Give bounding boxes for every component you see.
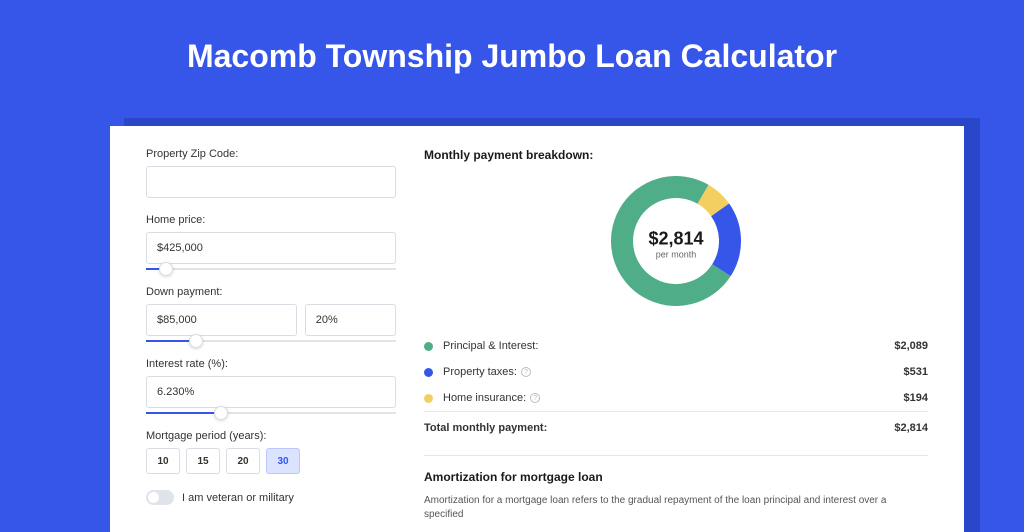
price-slider-thumb[interactable] — [159, 262, 173, 276]
rate-input[interactable] — [146, 376, 396, 408]
veteran-row: I am veteran or military — [146, 490, 396, 505]
donut-amount: $2,814 — [648, 228, 703, 249]
donut-chart: $2,814 per month — [424, 176, 928, 311]
rate-slider-thumb[interactable] — [214, 406, 228, 420]
down-field: Down payment: — [146, 286, 396, 342]
legend-total-value: $2,814 — [894, 422, 928, 434]
legend-value: $531 — [904, 366, 928, 378]
period-btn-10[interactable]: 10 — [146, 448, 180, 474]
legend: Principal & Interest:$2,089Property taxe… — [424, 333, 928, 441]
down-label: Down payment: — [146, 286, 396, 298]
legend-value: $194 — [904, 392, 928, 404]
rate-slider[interactable] — [146, 412, 396, 414]
veteran-toggle[interactable] — [146, 490, 174, 505]
legend-label: Principal & Interest: — [443, 340, 894, 352]
legend-label: Home insurance:? — [443, 392, 904, 404]
legend-value: $2,089 — [894, 340, 928, 352]
period-btn-20[interactable]: 20 — [226, 448, 260, 474]
period-options: 10152030 — [146, 448, 396, 474]
calculator-card: Property Zip Code: Home price: Down paym… — [110, 126, 964, 532]
period-btn-30[interactable]: 30 — [266, 448, 300, 474]
info-icon[interactable]: ? — [530, 393, 540, 403]
rate-field: Interest rate (%): — [146, 358, 396, 414]
legend-label: Property taxes:? — [443, 366, 904, 378]
down-amount-input[interactable] — [146, 304, 297, 336]
form-panel: Property Zip Code: Home price: Down paym… — [146, 148, 396, 510]
legend-row: Home insurance:?$194 — [424, 385, 928, 411]
down-slider[interactable] — [146, 340, 396, 342]
legend-row: Property taxes:?$531 — [424, 359, 928, 385]
period-btn-15[interactable]: 15 — [186, 448, 220, 474]
legend-total-row: Total monthly payment:$2,814 — [424, 411, 928, 441]
amortization-title: Amortization for mortgage loan — [424, 470, 928, 484]
legend-row: Principal & Interest:$2,089 — [424, 333, 928, 359]
legend-dot — [424, 342, 433, 351]
legend-total-label: Total monthly payment: — [424, 422, 894, 434]
breakdown-title: Monthly payment breakdown: — [424, 148, 928, 162]
legend-dot — [424, 368, 433, 377]
veteran-label: I am veteran or military — [182, 492, 294, 504]
zip-label: Property Zip Code: — [146, 148, 396, 160]
results-panel: Monthly payment breakdown: $2,814 per mo… — [424, 148, 928, 510]
info-icon[interactable]: ? — [521, 367, 531, 377]
amortization-text: Amortization for a mortgage loan refers … — [424, 494, 928, 522]
rate-label: Interest rate (%): — [146, 358, 396, 370]
page-title: Macomb Township Jumbo Loan Calculator — [0, 0, 1024, 97]
legend-dot — [424, 394, 433, 403]
price-input[interactable] — [146, 232, 396, 264]
donut-sub: per month — [648, 249, 703, 259]
price-label: Home price: — [146, 214, 396, 226]
zip-input[interactable] — [146, 166, 396, 198]
period-field: Mortgage period (years): 10152030 — [146, 430, 396, 474]
period-label: Mortgage period (years): — [146, 430, 396, 442]
price-field: Home price: — [146, 214, 396, 270]
down-pct-input[interactable] — [305, 304, 396, 336]
down-slider-thumb[interactable] — [189, 334, 203, 348]
price-slider[interactable] — [146, 268, 396, 270]
zip-field: Property Zip Code: — [146, 148, 396, 198]
donut-center: $2,814 per month — [648, 228, 703, 259]
